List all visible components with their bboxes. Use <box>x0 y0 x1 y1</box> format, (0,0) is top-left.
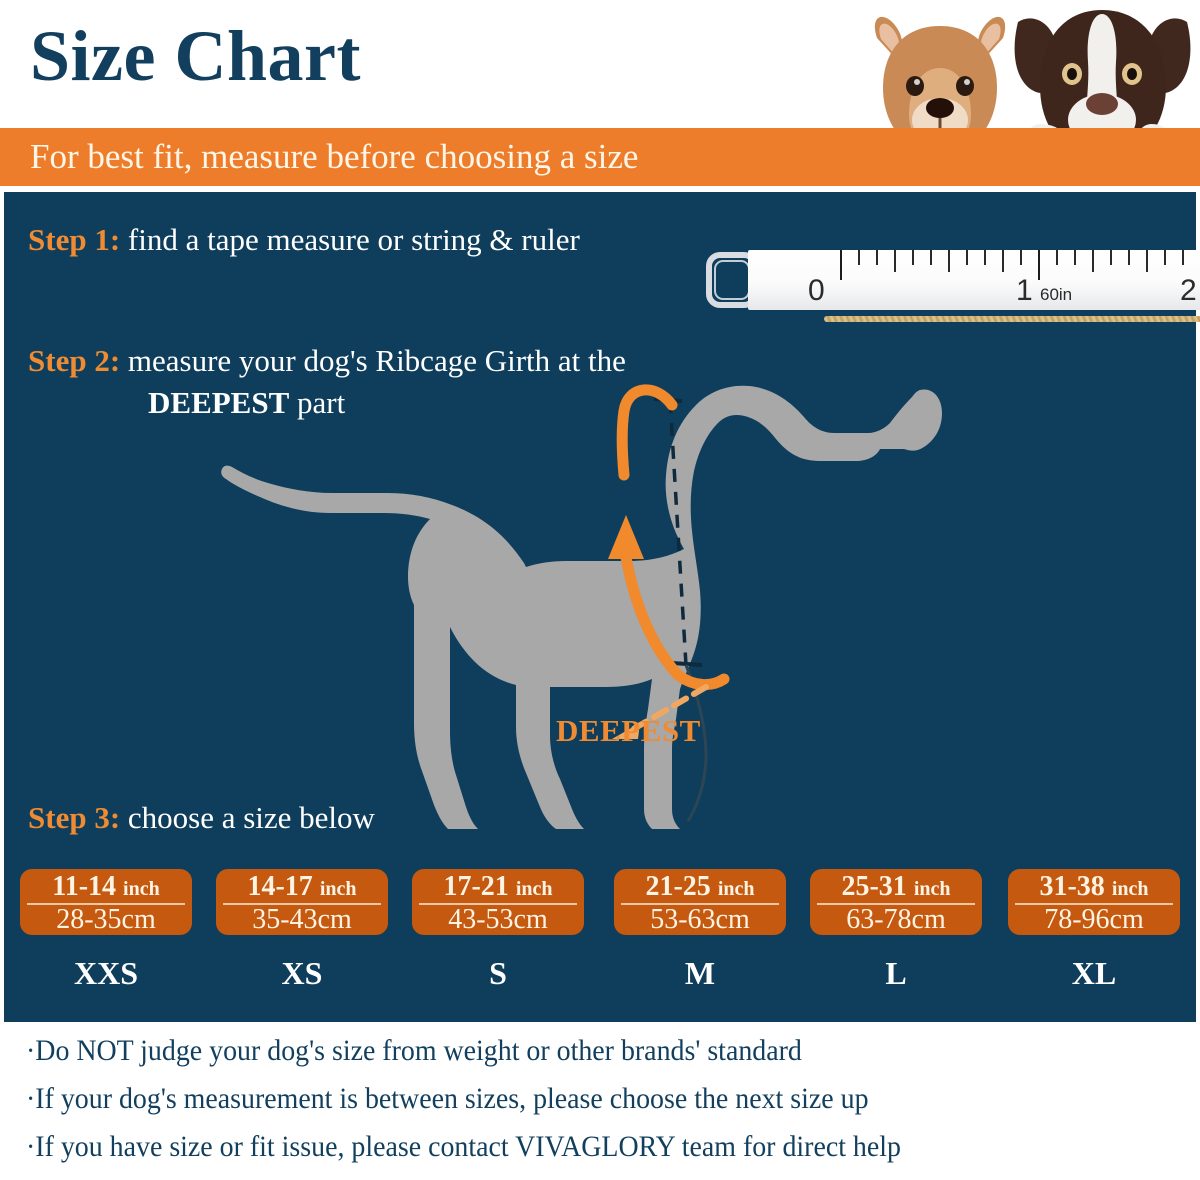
step-1-label: Step 1: <box>28 222 121 257</box>
size-box-divider <box>223 903 381 905</box>
tape-tick-2: 2 <box>1180 274 1197 307</box>
page-title: Size Chart <box>30 16 361 96</box>
size-box-divider <box>419 903 577 905</box>
measuring-string <box>824 316 1200 322</box>
step-1-text: find a tape measure or string & ruler <box>120 222 580 257</box>
size-box-cm: 43-53cm <box>448 904 548 935</box>
step-2-line2-rest: part <box>289 385 346 420</box>
subtitle-text: For best fit, measure before choosing a … <box>30 137 639 176</box>
size-box-cm: 28-35cm <box>56 904 156 935</box>
size-box-divider <box>1015 903 1173 905</box>
tape-tick-1: 1 <box>1016 274 1033 307</box>
size-box-inch: 31-38 inch <box>1039 871 1149 902</box>
size-box-xl[interactable]: 31-38 inch 78-96cm <box>1008 869 1180 935</box>
size-boxes-row: 11-14 inch 28-35cm 14-17 inch 35-43cm 17… <box>0 869 1200 943</box>
size-label-s: S <box>489 955 507 991</box>
size-box-inch: 21-25 inch <box>645 871 755 902</box>
size-box-divider <box>621 903 779 905</box>
size-box-xxs[interactable]: 11-14 inch 28-35cm <box>20 869 192 935</box>
note-item: ·If you have size or fit issue, please c… <box>26 1130 901 1163</box>
size-box-m[interactable]: 21-25 inch 53-63cm <box>614 869 786 935</box>
size-box-inch: 25-31 inch <box>841 871 951 902</box>
size-box-inch: 14-17 inch <box>247 871 357 902</box>
size-label-xxs: XXS <box>73 955 138 991</box>
size-box-xs[interactable]: 14-17 inch 35-43cm <box>216 869 388 935</box>
tape-tick-0: 0 <box>808 274 825 307</box>
dog-side-silhouette <box>221 384 942 829</box>
size-label-m: M <box>684 955 716 991</box>
size-box-cm: 63-78cm <box>846 904 946 935</box>
deepest-emphasis: DEEPEST <box>148 385 290 420</box>
size-label-xs: XS <box>281 955 323 991</box>
subtitle-banner <box>0 128 1200 186</box>
size-box-divider <box>27 903 185 905</box>
size-box-s[interactable]: 17-21 inch 43-53cm <box>412 869 584 935</box>
size-box-l[interactable]: 25-31 inch 63-78cm <box>810 869 982 935</box>
size-box-cm: 53-63cm <box>650 904 750 935</box>
step-2-line2: DEEPEST part <box>148 385 345 421</box>
step-2-label: Step 2: <box>28 343 121 378</box>
step-3-line: Step 3: choose a size below <box>28 800 375 836</box>
size-box-inch: 11-14 inch <box>52 871 160 902</box>
tape-body: 0 1 60in 2 <box>748 250 1200 310</box>
size-box-cm: 35-43cm <box>252 904 352 935</box>
step-1-line: Step 1: find a tape measure or string & … <box>28 222 580 258</box>
step-3-text: choose a size below <box>120 800 375 835</box>
tape-unit-note: 60in <box>1040 285 1073 304</box>
notes-section <box>0 1022 1200 1180</box>
tape-measure-illustration: 0 1 60in 2 <box>706 246 1200 330</box>
step-2-text: measure your dog's Ribcage Girth at the <box>120 343 626 378</box>
size-label-l: L <box>885 955 907 991</box>
size-label-xl: XL <box>1071 955 1117 991</box>
step-3-label: Step 3: <box>28 800 121 835</box>
note-item: ·If your dog's measurement is between si… <box>26 1082 869 1115</box>
step-2-line: Step 2: measure your dog's Ribcage Girth… <box>28 343 626 379</box>
deepest-label: DEEPEST <box>556 713 701 748</box>
size-box-inch: 17-21 inch <box>443 871 553 902</box>
size-box-divider <box>817 903 975 905</box>
note-item: ·Do NOT judge your dog's size from weigh… <box>26 1034 802 1067</box>
size-box-cm: 78-96cm <box>1044 904 1144 935</box>
